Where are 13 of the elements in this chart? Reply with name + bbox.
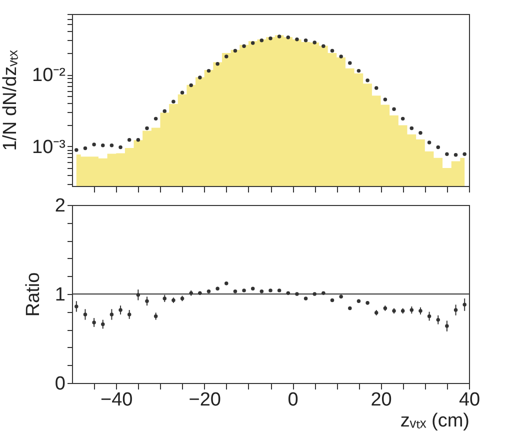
x-axis-title: zᵥₜₓ (cm) bbox=[400, 410, 470, 432]
y-tick-label: 1 bbox=[54, 284, 66, 306]
x-tick-label: −40 bbox=[100, 390, 133, 410]
x-tick-label: 20 bbox=[370, 390, 392, 410]
y-axis-title: 1/N dN/dzᵥₜₓ bbox=[0, 49, 22, 151]
x-tick-label: 0 bbox=[288, 390, 298, 410]
x-tick-label: 40 bbox=[458, 390, 480, 410]
x-tick-label: −20 bbox=[188, 390, 221, 410]
y-axis-title: Ratio bbox=[22, 272, 44, 317]
y-tick-label: 10⁻² bbox=[32, 65, 66, 86]
y-tick-label: 10⁻³ bbox=[32, 136, 66, 158]
y-tick-label: 0 bbox=[54, 374, 66, 394]
y-tick-label: 2 bbox=[54, 196, 66, 216]
